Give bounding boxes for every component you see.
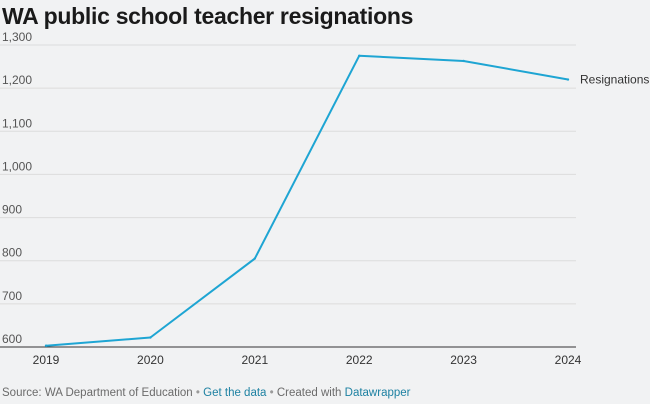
x-tick-label: 2024 — [555, 353, 582, 367]
gridlines — [0, 44, 576, 348]
data-point — [462, 59, 465, 63]
y-tick-label: 1,000 — [2, 159, 32, 173]
series-line-resignations — [45, 54, 569, 347]
x-tick-label: 2023 — [450, 353, 477, 367]
series-layer: Resignations — [44, 54, 649, 347]
y-tick-label: 700 — [2, 289, 22, 303]
y-tick-label: 800 — [2, 246, 22, 260]
y-tick-label: 900 — [2, 203, 22, 217]
get-the-data-link[interactable]: Get the data — [203, 387, 267, 399]
x-axis-tick-labels: 2019 2020 2021 2022 2023 2024 — [33, 353, 582, 367]
y-tick-label: 1,200 — [2, 73, 32, 87]
created-with-text: Created with — [276, 387, 342, 399]
data-point — [44, 344, 48, 347]
source-text: Source: WA Department of Education — [2, 387, 193, 399]
y-tick-label: 1,100 — [2, 116, 32, 130]
y-tick-label: 600 — [2, 332, 22, 346]
data-point — [149, 336, 152, 339]
footer: Source: WA Department of Education • Get… — [2, 387, 410, 399]
chart-title: WA public school teacher resignations — [2, 3, 414, 29]
data-point — [253, 257, 256, 260]
footer-separator: • — [195, 387, 200, 399]
y-axis-tick-labels: 600 700 800 900 1,000 1,100 1,200 1,300 — [2, 30, 32, 346]
x-tick-label: 2019 — [33, 353, 60, 367]
series-label: Resignations — [580, 73, 649, 87]
y-tick-label: 1,300 — [2, 30, 32, 44]
x-tick-label: 2020 — [137, 353, 164, 367]
line-chart: 600 700 800 900 1,000 1,100 1,200 1,300 2019 202… — [0, 30, 649, 367]
data-point — [566, 78, 570, 81]
datawrapper-link[interactable]: Datawrapper — [344, 387, 411, 399]
footer-separator: • — [269, 387, 274, 399]
x-tick-label: 2021 — [241, 353, 268, 367]
x-tick-label: 2022 — [346, 353, 373, 367]
data-point — [358, 54, 361, 57]
